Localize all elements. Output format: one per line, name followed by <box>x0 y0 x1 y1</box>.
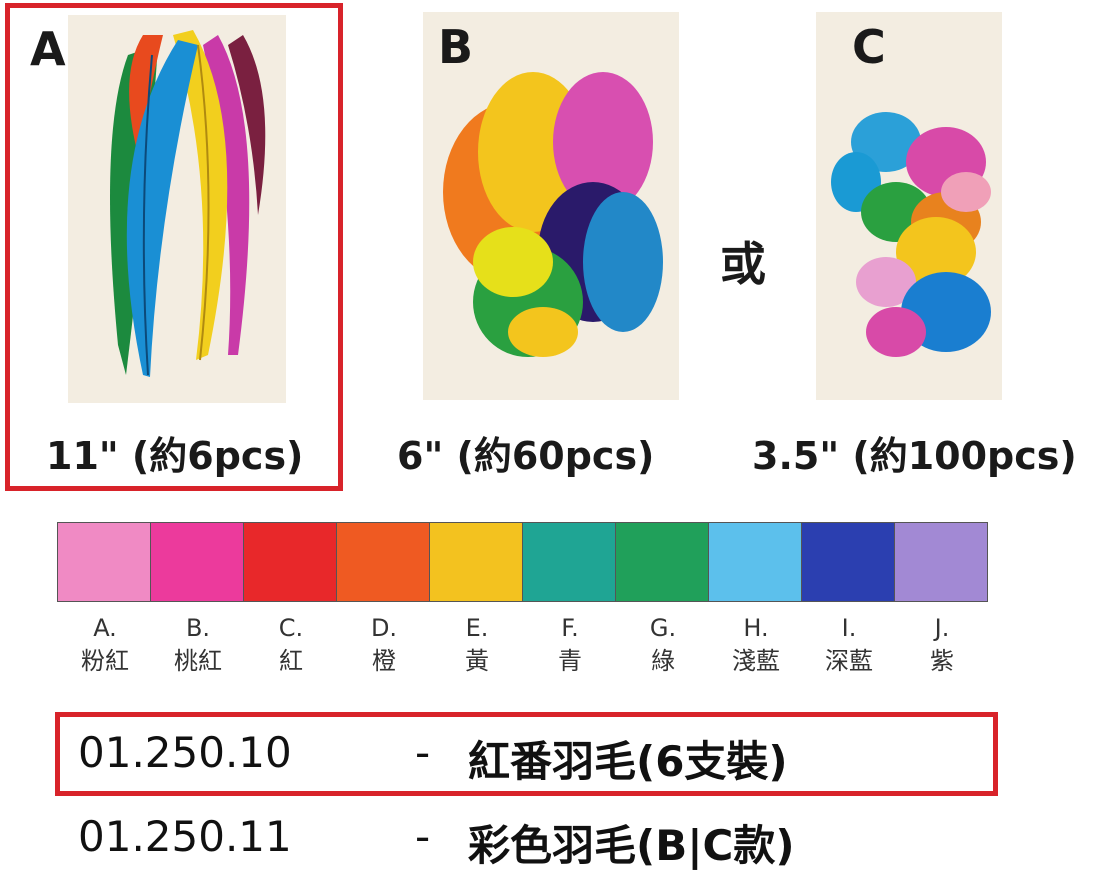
swatch-code: H. <box>743 614 769 642</box>
small-feathers-image <box>816 12 1002 400</box>
product-dash: - <box>415 812 431 861</box>
swatch-label-b: B. 桃紅 <box>151 612 245 678</box>
swatch-code: E. <box>465 614 489 642</box>
feather-photo-a <box>68 15 286 403</box>
panel-a-highlight <box>5 3 343 491</box>
swatch-name: 淺藍 <box>732 647 780 675</box>
swatch-label-a: A. 粉紅 <box>58 612 152 678</box>
swatch-red <box>244 523 337 601</box>
swatch-purple <box>895 523 987 601</box>
panel-b-caption: 6" (約60pcs) <box>397 434 655 478</box>
feather-photo-b <box>423 12 679 400</box>
swatch-dark-blue <box>802 523 895 601</box>
swatch-name: 紫 <box>930 647 954 675</box>
swatch-code: G. <box>649 614 677 642</box>
swatch-code: B. <box>185 614 211 642</box>
swatch-name: 橙 <box>372 647 396 675</box>
swatch-green <box>616 523 709 601</box>
panel-a-caption: 11" (約6pcs) <box>46 434 304 478</box>
panel-b-letter: B <box>438 20 474 74</box>
swatch-name: 紅 <box>279 647 303 675</box>
long-feathers-image <box>68 15 286 403</box>
swatch-name: 桃紅 <box>174 647 222 675</box>
panel-c-letter: C <box>852 20 886 74</box>
swatch-name: 深藍 <box>825 647 873 675</box>
swatch-name: 粉紅 <box>81 647 129 675</box>
medium-feathers-image <box>423 12 679 400</box>
product-name: 紅番羽毛(6支裝) <box>468 737 788 786</box>
swatch-code: D. <box>370 614 398 642</box>
swatch-label-i: I. 深藍 <box>802 612 896 678</box>
product-dash: - <box>415 728 431 777</box>
or-text: 或 <box>720 237 766 291</box>
product-row-1: 01.250.10 - 紅番羽毛(6支裝) <box>0 728 1100 786</box>
product-code: 01.250.10 <box>78 728 292 777</box>
swatch-code: C. <box>278 614 304 642</box>
swatch-code: A. <box>93 614 117 642</box>
product-row-2: 01.250.11 - 彩色羽毛(B|C款) <box>0 812 1100 870</box>
swatch-code: I. <box>841 614 857 642</box>
panel-a-letter: A <box>30 22 66 76</box>
swatch-label-h: H. 淺藍 <box>709 612 803 678</box>
swatch-label-f: F. 青 <box>523 612 617 678</box>
swatch-label-e: E. 黃 <box>430 612 524 678</box>
swatch-code: J. <box>934 614 950 642</box>
swatch-cyan <box>523 523 616 601</box>
swatch-light-blue <box>709 523 802 601</box>
swatch-label-g: G. 綠 <box>616 612 710 678</box>
product-row-highlight <box>55 712 998 796</box>
feather-photo-c <box>816 12 1002 400</box>
color-swatch-strip <box>57 522 988 602</box>
swatch-pink <box>58 523 151 601</box>
swatch-orange <box>337 523 430 601</box>
swatch-label-c: C. 紅 <box>244 612 338 678</box>
swatch-peach-red <box>151 523 244 601</box>
panel-c-caption: 3.5" (約100pcs) <box>752 434 1077 478</box>
product-code: 01.250.11 <box>78 812 292 861</box>
swatch-yellow <box>430 523 523 601</box>
swatch-label-d: D. 橙 <box>337 612 431 678</box>
swatch-name: 綠 <box>651 647 675 675</box>
product-name: 彩色羽毛(B|C款) <box>468 821 795 870</box>
swatch-label-j: J. 紫 <box>895 612 989 678</box>
swatch-code: F. <box>561 614 579 642</box>
swatch-name: 黃 <box>465 647 489 675</box>
swatch-name: 青 <box>558 647 582 675</box>
